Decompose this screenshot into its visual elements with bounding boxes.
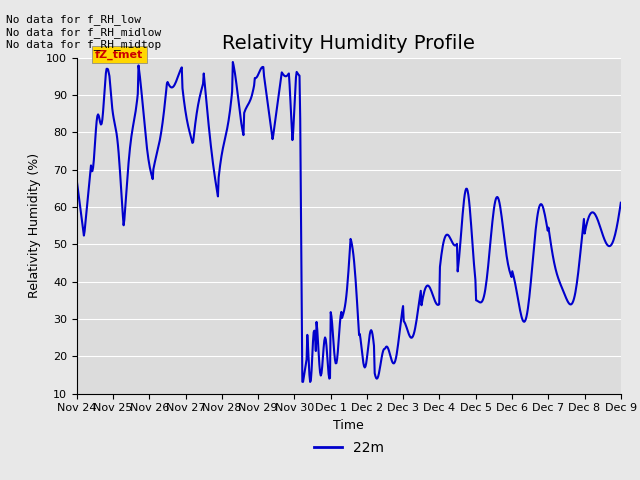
Text: No data for f_RH_low
No data for f_RH_midlow
No data for f_RH_midtop: No data for f_RH_low No data for f_RH_mi… — [6, 14, 162, 50]
X-axis label: Time: Time — [333, 419, 364, 432]
Text: fZ_tmet: fZ_tmet — [95, 49, 143, 60]
Legend: 22m: 22m — [308, 435, 389, 461]
Title: Relativity Humidity Profile: Relativity Humidity Profile — [222, 34, 476, 53]
Y-axis label: Relativity Humidity (%): Relativity Humidity (%) — [28, 153, 40, 298]
